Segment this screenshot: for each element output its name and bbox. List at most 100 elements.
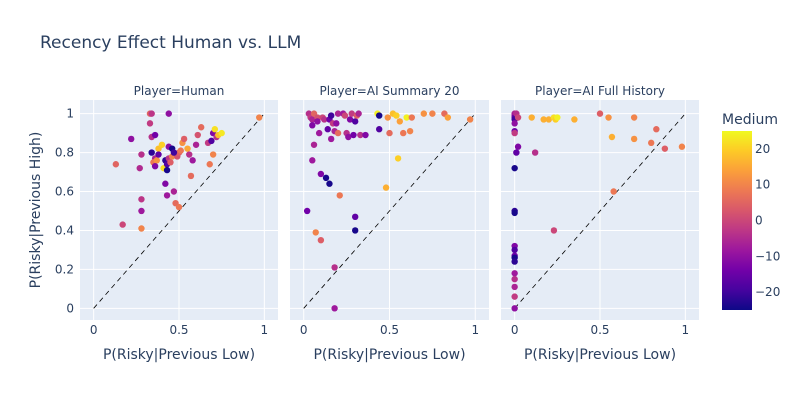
data-point (396, 118, 403, 125)
data-point (138, 151, 145, 158)
x-tick-label: 0 (90, 323, 98, 337)
data-point (309, 122, 316, 129)
data-point (327, 135, 335, 143)
x-axis-title: P(Risky|Previous Low) (313, 347, 465, 363)
data-point (610, 188, 617, 195)
data-point (167, 159, 174, 166)
data-point (648, 139, 655, 147)
data-point (514, 143, 522, 150)
data-point (326, 180, 333, 187)
data-point (170, 188, 178, 195)
data-point (256, 114, 263, 121)
data-point (376, 112, 383, 119)
data-point (317, 236, 325, 244)
colorbar-title: Medium (722, 112, 778, 128)
x-tick-label: 0.5 (590, 323, 609, 337)
data-point (511, 305, 518, 312)
data-point (346, 116, 354, 123)
facet-panel-2: 0 0.5 1 Player=AI Summary 20 P(Risky|Previou… (290, 84, 489, 363)
data-point (146, 120, 154, 127)
colorbar: Medium 20 10 0 −10 −20 (722, 112, 780, 310)
data-point (348, 110, 355, 117)
data-point (511, 209, 518, 217)
data-point (653, 126, 660, 133)
data-point (206, 161, 213, 168)
data-point (511, 283, 518, 291)
data-point (151, 162, 159, 170)
data-point (393, 112, 400, 119)
data-point (151, 131, 159, 139)
x-tick-label: 1 (682, 323, 690, 337)
data-point (333, 120, 340, 127)
data-point (605, 114, 612, 121)
data-point (218, 129, 225, 137)
data-point (119, 221, 126, 228)
data-point (112, 161, 120, 168)
data-point (336, 192, 343, 199)
data-point (341, 112, 349, 119)
data-point (400, 129, 407, 137)
chart-title: Recency Effect Human vs. LLM (40, 33, 302, 53)
data-point (514, 114, 522, 121)
data-point (184, 145, 191, 152)
data-point (386, 129, 393, 137)
data-point (163, 192, 171, 199)
colorbar-tick-label: −10 (755, 249, 780, 263)
x-tick-label: 1 (471, 323, 479, 337)
colorbar-tick-label: 0 (755, 214, 763, 228)
x-tick-label: 0 (300, 323, 308, 337)
data-point (350, 131, 357, 139)
data-point (528, 114, 535, 121)
data-point (138, 225, 145, 232)
data-point (511, 164, 518, 172)
data-point (128, 135, 135, 143)
colorbar-tick-label: −20 (755, 285, 780, 299)
facet-label: Player=AI Full History (535, 84, 665, 98)
data-point (175, 203, 183, 211)
x-tick-label: 0.5 (169, 323, 188, 337)
data-point (138, 196, 145, 203)
data-point (148, 110, 155, 117)
data-point (357, 131, 364, 139)
y-axis-title: P(Risky|Previous High) (28, 132, 44, 289)
data-point (310, 141, 318, 148)
data-point (334, 110, 342, 117)
data-point (309, 157, 316, 164)
data-point (303, 207, 311, 215)
data-point (317, 170, 325, 178)
facet-label: Player=Human (134, 84, 225, 98)
colorbar-tick-label: 10 (755, 178, 770, 192)
y-tick-label: 0.4 (55, 223, 74, 237)
data-point (197, 124, 205, 131)
data-point (513, 149, 520, 156)
data-point (608, 133, 616, 141)
data-point (155, 151, 162, 158)
data-point (554, 114, 561, 121)
data-point (331, 264, 338, 271)
diagonal-reference-line (303, 113, 476, 309)
data-point (511, 258, 518, 265)
data-point (355, 110, 362, 117)
data-point (309, 116, 316, 123)
x-tick-label: 0 (511, 323, 519, 337)
data-point (322, 174, 330, 182)
data-point (187, 172, 195, 180)
y-tick-label: 0.6 (55, 185, 74, 199)
data-point (466, 116, 474, 123)
data-point (148, 149, 155, 156)
data-point (362, 131, 369, 139)
data-point (596, 110, 604, 117)
data-point (180, 135, 188, 143)
data-point (345, 133, 352, 141)
x-tick-label: 1 (261, 323, 269, 337)
data-point (406, 127, 414, 135)
x-axis-title: P(Risky|Previous Low) (103, 347, 255, 363)
data-point (312, 229, 319, 236)
diagonal-reference-line (93, 113, 265, 309)
data-point (394, 155, 402, 162)
data-point (661, 145, 669, 152)
y-tick-label: 0.8 (55, 146, 74, 160)
data-point (511, 120, 518, 127)
data-point (327, 112, 335, 119)
